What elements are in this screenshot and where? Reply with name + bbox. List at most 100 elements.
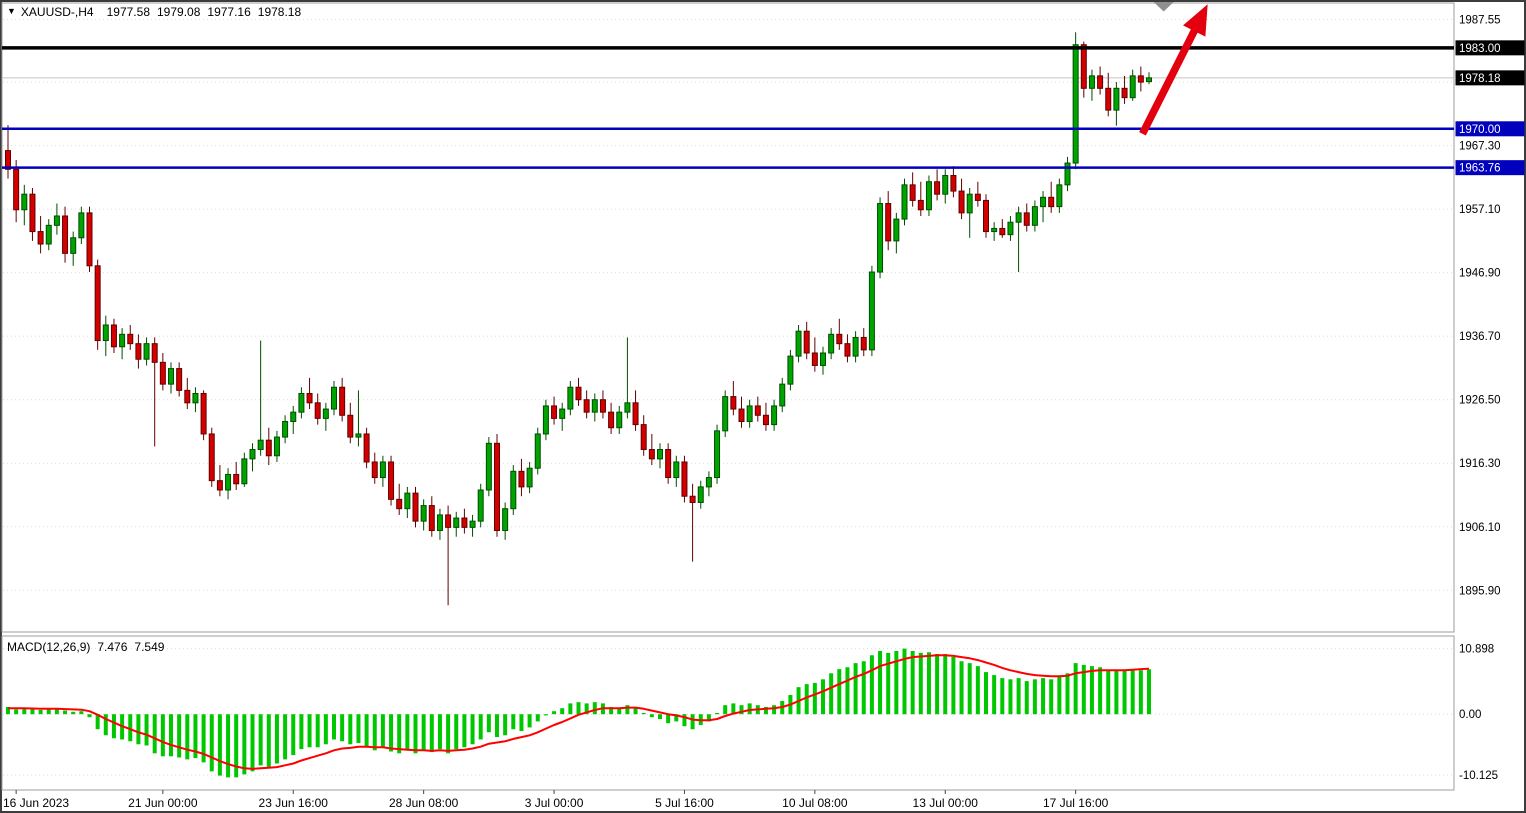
candle-body [485,442,492,491]
candle-body [632,402,639,426]
candle-body [657,449,663,460]
candle-body [575,386,582,401]
candle-body [355,433,362,438]
candle-body [746,405,753,423]
candle-body [974,193,981,201]
time-axis-label: 17 Jul 16:00 [1043,796,1109,810]
candle-body [241,458,248,485]
price-axis-label: 1987.55 [1459,15,1501,27]
price-axis[interactable]: 1987.55 1967.30 1957.10 1946.90 1936.70 1926.… [1455,15,1525,598]
candle-body [363,433,370,463]
candle-body [168,368,174,385]
price-badge [1455,70,1525,86]
candle-body [1031,206,1038,226]
trend-arrow-head[interactable] [1183,4,1208,37]
candle-body [135,343,142,360]
candle-body [624,402,631,413]
candle-body [787,355,794,385]
candle-body [1080,44,1087,89]
candle-body [208,433,215,482]
candle-body [803,330,810,354]
trend-arrow-shaft[interactable] [1139,23,1201,136]
macd-axis-label: -10.125 [1459,770,1498,782]
candle-body [583,399,590,413]
candle-body [950,175,957,192]
candle-body [314,402,321,419]
candle-body [331,386,337,410]
candle-body [1137,75,1144,83]
candle-body [714,430,721,479]
candle-body [216,480,223,491]
panel-divider[interactable] [2,633,1454,635]
candle-body [1007,221,1014,236]
candle-body [648,449,655,460]
candle-body [282,421,289,438]
candle-body [689,495,696,503]
candle-body [722,396,729,432]
symbol-marker-icon: ▼ [7,6,16,16]
candle-body [159,361,166,385]
candle-body [958,190,965,214]
trend-arrow[interactable] [1139,4,1208,136]
candle-body [877,203,884,273]
price-axis-label: 1926.50 [1459,395,1501,407]
price-badge-label: 1978.18 [1459,73,1501,85]
candle-body [192,392,199,404]
candle-body [5,150,11,170]
price-badge [1455,121,1525,137]
candle-body [1113,87,1120,111]
candle-body [640,424,647,451]
price-badge [1455,40,1525,56]
time-axis[interactable]: 16 Jun 2023 21 Jun 00:00 23 Jun 16:00 28 Ju… [3,790,1109,810]
candle-body [249,449,256,460]
candle-body [551,405,558,419]
candle-body [909,184,916,201]
candle-body [542,405,549,435]
candle-body [445,514,452,528]
candle-body [510,470,517,510]
candle-body [1015,212,1022,223]
candle-body [298,392,305,413]
candle-body [860,336,867,351]
candle-body [991,227,998,233]
macd-name: MACD(12,26,9) [7,640,91,654]
candle-body [820,352,826,366]
candle-body [461,517,468,528]
macd-axis[interactable]: 10.898 0.00 -10.125 [1459,644,1498,782]
candle-body [836,333,843,345]
candle-body [681,461,688,497]
price-axis-label: 1906.10 [1459,522,1501,534]
candle-body [420,505,427,522]
candle-body [1097,75,1104,89]
candle-body [811,352,818,366]
candle-body [1146,77,1152,83]
candle-body [705,477,712,488]
candle-body [730,396,737,410]
candlestick-series [5,32,1152,606]
candle-body [925,181,932,211]
price-axis-label: 1946.90 [1459,268,1501,280]
candle-body [1040,196,1047,208]
candle-body [1105,87,1112,111]
price-badge [1455,160,1525,176]
chart-header: ▼ XAUUSD-,H4 1977.58 1979.08 1977.16 197… [7,5,301,19]
candle-body [1023,212,1030,226]
candle-body [771,405,778,426]
candle-body [591,399,598,413]
candle-body [1048,196,1055,208]
candle-body [966,193,973,214]
candle-body [518,470,525,488]
candle-body [1064,162,1071,186]
candle-body [917,199,924,211]
candle-body [102,324,109,342]
price-axis-label: 1957.10 [1459,204,1501,216]
time-axis-label: 3 Jul 00:00 [525,796,584,810]
candle-body [477,489,484,522]
candle-body [608,411,615,429]
candle-body [1056,184,1063,208]
candle-body [738,408,745,423]
candle-body [200,392,207,435]
candle-body [436,514,443,531]
